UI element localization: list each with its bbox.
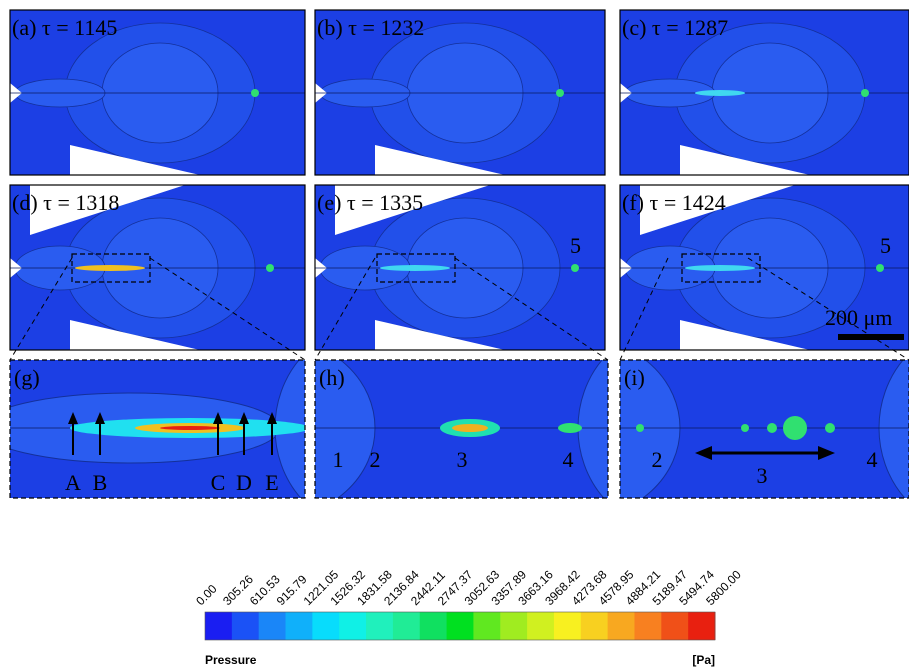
drop — [783, 416, 807, 440]
marker-label: C — [211, 470, 226, 495]
panel-label: (b) τ = 1232 — [317, 15, 424, 40]
drop — [636, 424, 644, 432]
marker-label: 3 — [757, 463, 768, 488]
figure: (a) τ = 1145 (b) τ = 1232 (c) τ = 1287 (d) … — [0, 0, 909, 669]
marker-label: B — [93, 470, 108, 495]
marker-label: 4 — [563, 447, 574, 472]
colorbar-label: Pressure — [205, 653, 257, 667]
colorbar-segment — [339, 612, 366, 640]
colorbar-segment — [312, 612, 339, 640]
colorbar-unit: [Pa] — [692, 653, 715, 667]
thread — [685, 265, 755, 271]
colorbar-segment — [420, 612, 447, 640]
annotation: 5 — [880, 233, 891, 258]
colorbar-segment — [554, 612, 581, 640]
colorbar-segment — [286, 612, 313, 640]
drop — [741, 424, 749, 432]
panel-label: (e) τ = 1335 — [317, 190, 423, 215]
scale-bar-label: 200 μm — [825, 305, 892, 330]
thread-hot — [160, 426, 220, 430]
drop — [558, 423, 582, 433]
droplet — [861, 89, 869, 97]
colorbar-segment — [661, 612, 688, 640]
thread — [380, 265, 450, 271]
panel-label: (h) — [319, 365, 345, 390]
thread — [75, 265, 145, 271]
annotation: 5 — [570, 233, 581, 258]
marker-label: 2 — [652, 447, 663, 472]
droplet — [251, 89, 259, 97]
drop — [825, 423, 835, 433]
marker-label: A — [65, 470, 81, 495]
colorbar-segment — [259, 612, 286, 640]
marker-label: E — [265, 470, 278, 495]
panel-label: (i) — [624, 365, 645, 390]
drop — [767, 423, 777, 433]
droplet — [556, 89, 564, 97]
colorbar-segment — [688, 612, 715, 640]
colorbar-segment — [608, 612, 635, 640]
marker-label: 4 — [867, 447, 878, 472]
droplet — [266, 264, 274, 272]
marker-label: D — [236, 470, 252, 495]
colorbar-tick-label: 0.00 — [193, 581, 220, 608]
panel-label: (g) — [14, 365, 40, 390]
thread — [695, 90, 745, 96]
colorbar-segment — [634, 612, 661, 640]
colorbar-segment — [473, 612, 500, 640]
colorbar-segment — [581, 612, 608, 640]
colorbar-segment — [205, 612, 232, 640]
marker-label: 1 — [333, 447, 344, 472]
colorbar-segment — [393, 612, 420, 640]
scale-bar — [838, 334, 904, 340]
marker-label: 2 — [370, 447, 381, 472]
colorbar-segment — [500, 612, 527, 640]
colorbar-segment — [232, 612, 259, 640]
panel-label: (f) τ = 1424 — [622, 190, 726, 215]
marker-label: 3 — [457, 447, 468, 472]
colorbar-segment — [366, 612, 393, 640]
droplet — [571, 264, 579, 272]
colorbar-segment — [447, 612, 474, 640]
droplet — [876, 264, 884, 272]
colorbar-segment — [527, 612, 554, 640]
panel-label: (c) τ = 1287 — [622, 15, 728, 40]
panel-label: (d) τ = 1318 — [12, 190, 119, 215]
panel-label: (a) τ = 1145 — [12, 15, 117, 40]
drop-core — [452, 424, 488, 432]
